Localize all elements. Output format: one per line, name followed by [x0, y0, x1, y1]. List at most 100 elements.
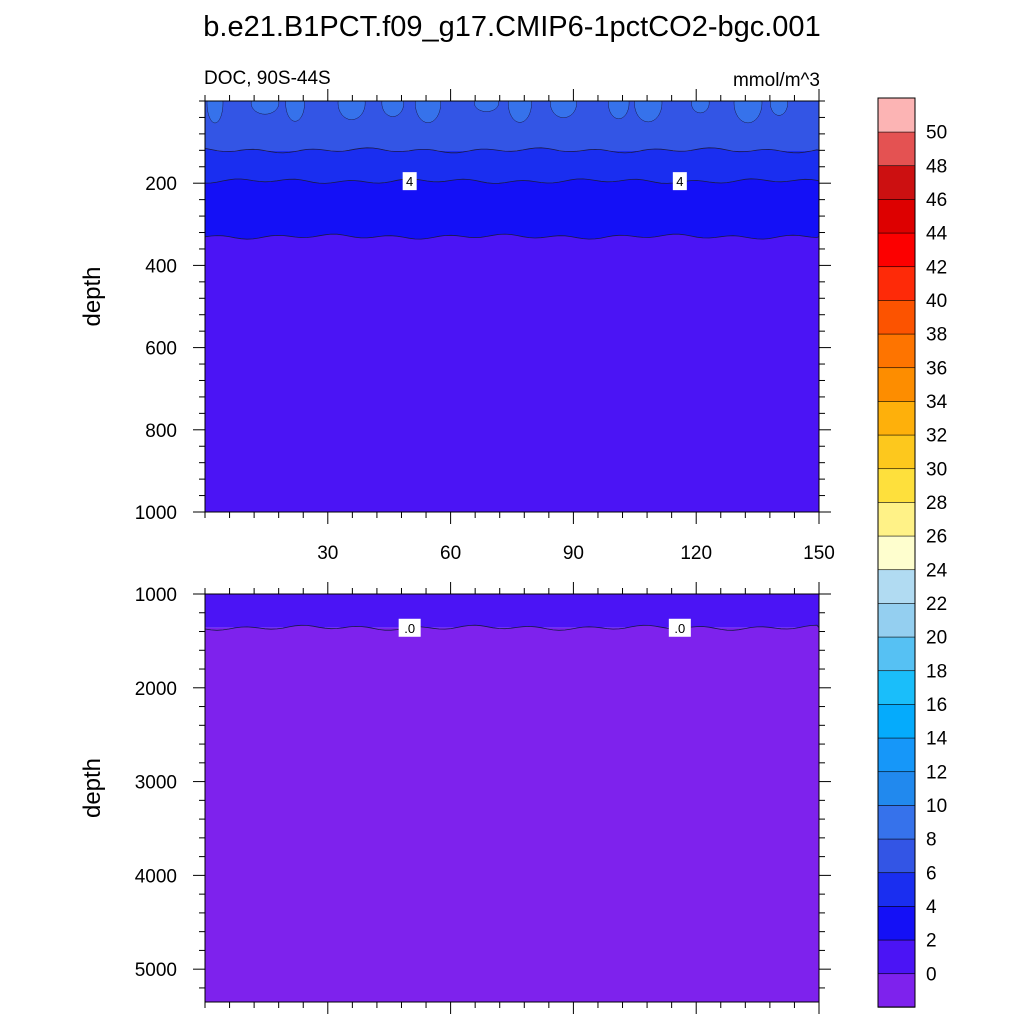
surface-contour-blob [608, 101, 630, 120]
contour-fill [205, 625, 819, 1002]
colorbar-swatch [877, 636, 916, 672]
contour-line [205, 147, 819, 154]
colorbar-swatch [877, 299, 916, 335]
colorbar-tick-label: 24 [926, 560, 948, 581]
surface-contour-blob [550, 101, 577, 118]
colorbar-swatch [877, 97, 916, 133]
colorbar-swatch [877, 232, 916, 268]
contour-label-box [672, 172, 687, 191]
surface-contour-blob [206, 101, 224, 124]
contour-label: .0 [674, 621, 685, 636]
colorbar-tick-label: 30 [926, 459, 947, 480]
surface-contour-blob [414, 101, 442, 123]
contour-fill [205, 234, 819, 512]
plot-frame [204, 100, 820, 513]
colorbar-tick-label: 10 [926, 796, 947, 817]
colorbar-tick-label: 4 [926, 897, 937, 918]
colorbar: 0246810121416182022242628303234363840424… [877, 97, 948, 1008]
surface-contour-blob [507, 101, 532, 123]
contour-line [205, 233, 819, 240]
colorbar-tick-label: 22 [926, 594, 947, 615]
colorbar-tick-label: 28 [926, 493, 947, 514]
colorbar-swatch [877, 670, 916, 705]
surface-contour-blob [285, 101, 305, 122]
colorbar-tick-label: 36 [926, 358, 947, 379]
colorbar-tick-label: 0 [926, 964, 937, 985]
y-tick-label: 1000 [135, 503, 177, 524]
surface-contour-blob [733, 101, 763, 124]
y-tick-label: 2000 [135, 679, 177, 700]
figure-title: b.e21.B1PCT.f09_g17.CMIP6-1pctCO2-bgc.00… [203, 11, 820, 43]
colorbar-swatch [877, 434, 916, 470]
y-tick-label: 200 [145, 174, 177, 195]
colorbar-swatch [877, 804, 916, 840]
y-tick-label: 400 [145, 256, 177, 277]
contour-band [205, 594, 819, 628]
colorbar-tick-label: 46 [926, 190, 947, 211]
colorbar-tick-label: 6 [926, 863, 937, 884]
colorbar-tick-label: 40 [926, 291, 947, 312]
surface-contour-blob [337, 101, 366, 120]
contour-line [205, 178, 819, 184]
y-tick-label: 5000 [135, 960, 177, 981]
contour-label: 4 [676, 174, 683, 189]
units-label: mmol/m^3 [733, 70, 820, 91]
y-tick-label: 3000 [135, 773, 177, 794]
surface-contour-blob [691, 101, 710, 114]
colorbar-swatch [877, 737, 916, 773]
colorbar-tick-label: 26 [926, 527, 947, 548]
y-axis-label: depth [79, 758, 106, 818]
contour-label-box [668, 618, 691, 637]
colorbar-swatch [877, 333, 916, 369]
colorbar-swatch [877, 400, 916, 436]
colorbar-swatch [877, 905, 916, 941]
surface-contour-blob [474, 101, 499, 112]
variable-label: DOC, 90S-44S [204, 68, 331, 89]
x-tick-label: 150 [803, 543, 835, 564]
y-axis-label: depth [79, 266, 106, 326]
colorbar-swatch [877, 771, 916, 806]
contour-label: .0 [404, 621, 415, 636]
surface-contour-blob [250, 101, 280, 115]
colorbar-tick-label: 38 [926, 325, 947, 346]
colorbar-swatch [877, 569, 916, 604]
contour-line [205, 624, 819, 631]
surface-contour-blob [634, 101, 663, 123]
colorbar-tick-label: 2 [926, 931, 937, 952]
colorbar-tick-label: 16 [926, 695, 947, 716]
x-tick-label: 30 [317, 543, 338, 564]
colorbar-tick-label: 50 [926, 123, 947, 144]
lower-depth-panel: .0 .0 1000 2000 3000 4000 5000 depth [79, 582, 831, 1014]
y-tick-label: 600 [145, 339, 177, 360]
colorbar-tick-label: 14 [926, 729, 948, 750]
contour-label: 4 [406, 174, 413, 189]
x-tick-label: 90 [563, 543, 584, 564]
colorbar-tick-label: 32 [926, 426, 947, 447]
plot-frame [204, 593, 820, 1003]
colorbar-tick-label: 20 [926, 628, 947, 649]
colorbar-tick-label: 8 [926, 830, 937, 851]
colorbar-swatch [877, 838, 916, 874]
colorbar-tick-label: 34 [926, 392, 948, 413]
colorbar-tick-label: 12 [926, 762, 947, 783]
colorbar-swatch [877, 266, 916, 301]
colorbar-swatch [877, 131, 916, 167]
upper-depth-panel: 4 4 200 400 600 800 1000 30 60 90 120 150 depth [79, 89, 835, 564]
colorbar-swatch [877, 535, 916, 571]
x-tick-label: 60 [440, 543, 461, 564]
colorbar-swatch [877, 367, 916, 402]
y-tick-label: 1000 [135, 585, 177, 606]
y-tick-label: 800 [145, 421, 177, 442]
colorbar-tick-label: 44 [926, 224, 948, 245]
colorbar-swatch [877, 703, 916, 739]
x-tick-label: 120 [680, 543, 712, 564]
colorbar-swatch [877, 939, 916, 975]
colorbar-tick-label: 18 [926, 661, 947, 682]
surface-contour-blob [381, 101, 405, 117]
colorbar-frame [877, 97, 916, 1008]
colorbar-tick-label: 48 [926, 156, 947, 177]
colorbar-swatch [877, 602, 916, 638]
colorbar-swatch [877, 468, 916, 503]
contour-label-box [398, 618, 421, 637]
